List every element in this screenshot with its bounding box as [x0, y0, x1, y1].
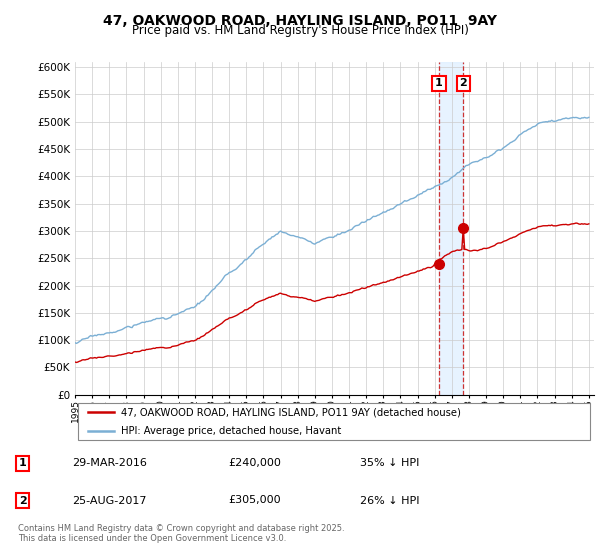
- Text: 29-MAR-2016: 29-MAR-2016: [72, 459, 147, 468]
- Text: £240,000: £240,000: [228, 459, 281, 468]
- Bar: [439, 62, 463, 395]
- Text: 47, OAKWOOD ROAD, HAYLING ISLAND, PO11  9AY: 47, OAKWOOD ROAD, HAYLING ISLAND, PO11 9…: [103, 14, 497, 28]
- Text: HPI: Average price, detached house, Havant: HPI: Average price, detached house, Hava…: [121, 426, 341, 436]
- Text: Contains HM Land Registry data © Crown copyright and database right 2025.
This d: Contains HM Land Registry data © Crown c…: [18, 524, 344, 543]
- Text: 26% ↓ HPI: 26% ↓ HPI: [360, 496, 419, 506]
- Text: £305,000: £305,000: [228, 496, 281, 506]
- Text: 1: 1: [435, 78, 443, 88]
- Text: 2: 2: [460, 78, 467, 88]
- Text: 47, OAKWOOD ROAD, HAYLING ISLAND, PO11 9AY (detached house): 47, OAKWOOD ROAD, HAYLING ISLAND, PO11 9…: [121, 407, 461, 417]
- Text: 2: 2: [19, 496, 26, 506]
- Text: 1: 1: [19, 459, 26, 468]
- Text: 25-AUG-2017: 25-AUG-2017: [72, 496, 146, 506]
- Text: Price paid vs. HM Land Registry's House Price Index (HPI): Price paid vs. HM Land Registry's House …: [131, 24, 469, 36]
- Text: 35% ↓ HPI: 35% ↓ HPI: [360, 459, 419, 468]
- FancyBboxPatch shape: [77, 403, 590, 440]
